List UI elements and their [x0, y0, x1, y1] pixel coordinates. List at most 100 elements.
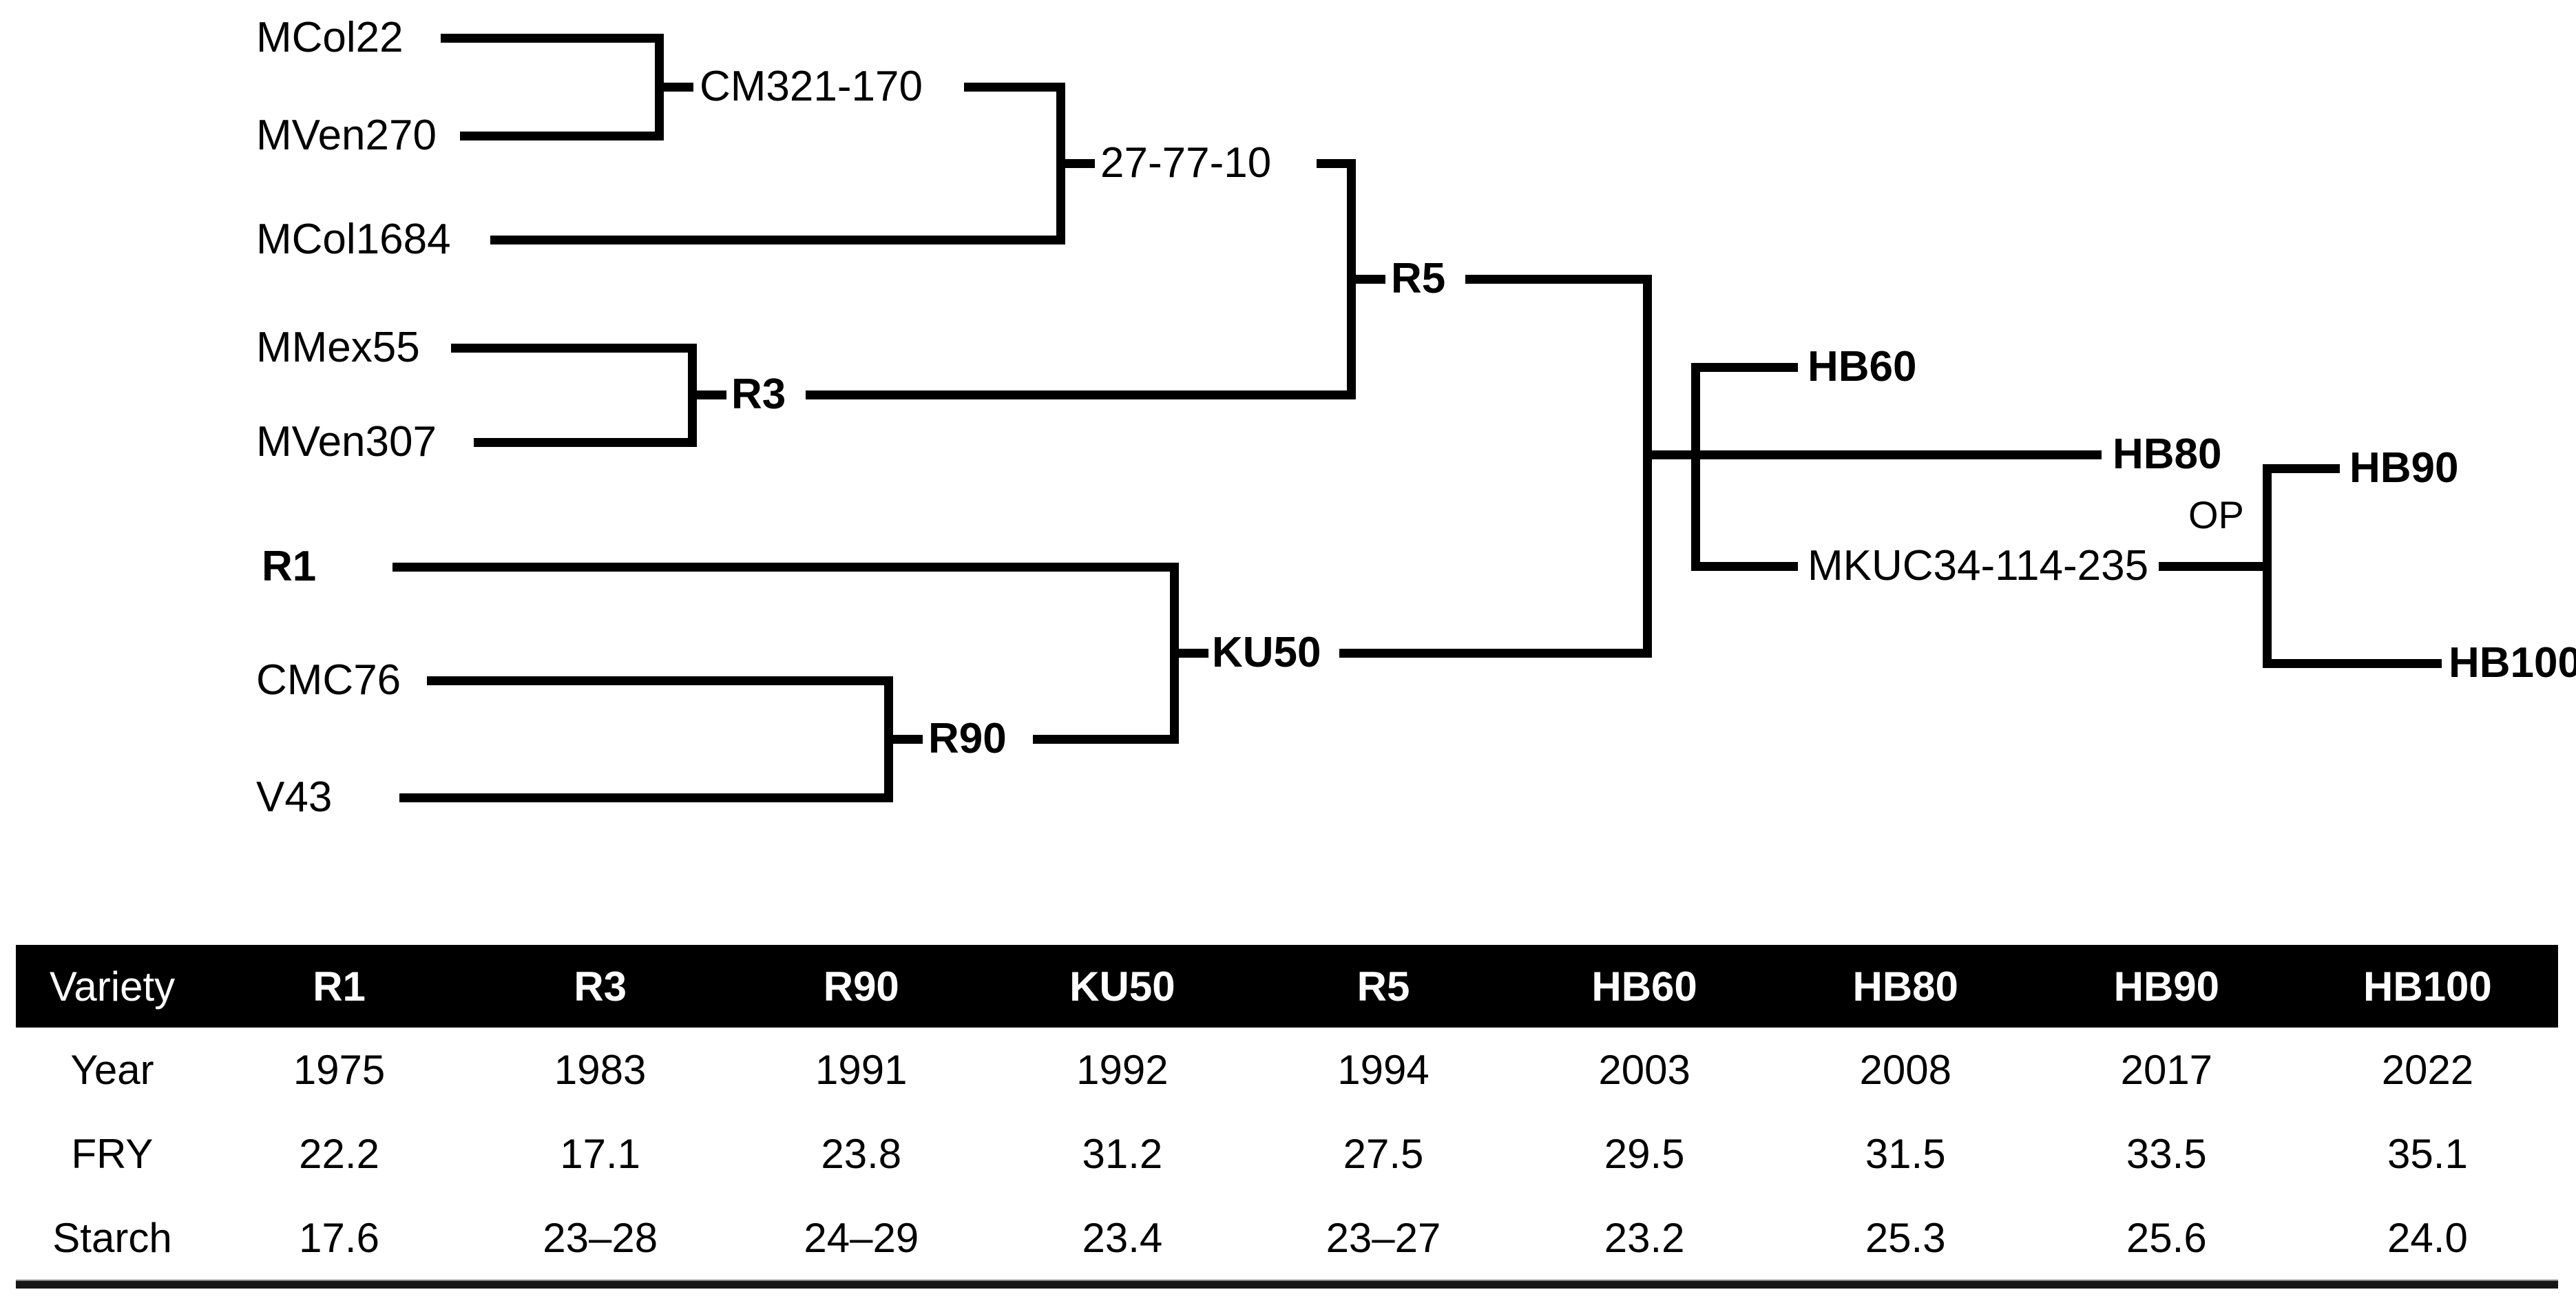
starch-hb90: 25.6: [2126, 1214, 2207, 1261]
stub-cm321-left: [655, 83, 693, 92]
starch-hb80: 25.3: [1865, 1214, 1946, 1261]
header-hb80: HB80: [1852, 963, 1958, 1010]
row-label-starch: Starch: [52, 1214, 172, 1261]
tree-node-r1: R1: [262, 543, 317, 590]
stub-27-77-10-left: [1056, 159, 1095, 168]
fry-hb90: 33.5: [2126, 1130, 2207, 1177]
table-row-starch: Starch 17.6 23–28 24–29 23.4 23–27 23.2 …: [16, 1196, 2558, 1280]
table-bottom-rule: [16, 1280, 2558, 1289]
stub-r90-left: [884, 735, 923, 744]
header-hb90: HB90: [2113, 963, 2220, 1010]
branch-cm321-right: [964, 83, 1065, 92]
branch-crossbar-to-hb80: [1643, 450, 2102, 459]
bracket-277710-r3: [1347, 159, 1356, 399]
starch-ku50: 23.4: [1082, 1214, 1163, 1261]
branch-r3-right: [806, 390, 1355, 399]
header-variety: Variety: [49, 963, 176, 1010]
starch-r90: 24–29: [804, 1214, 919, 1261]
bracket-cm321-mcol1684: [1056, 83, 1065, 244]
stub-mkuc-left: [1691, 562, 1798, 571]
branch-r1: [392, 563, 1178, 572]
stub-r3-left: [688, 390, 726, 399]
branch-mkuc-op: [2159, 562, 2271, 571]
branch-mven270: [460, 132, 663, 140]
tree-node-r5: R5: [1391, 255, 1446, 302]
bracket-r1-r90: [1170, 563, 1179, 744]
starch-r3: 23–28: [543, 1214, 658, 1261]
row-label-year: Year: [70, 1046, 154, 1093]
header-r5: R5: [1357, 963, 1410, 1010]
branch-ku50-right: [1339, 649, 1651, 658]
bracket-op-hb90-hb100: [2263, 464, 2272, 668]
tree-node-mcol22: MCol22: [256, 14, 404, 61]
branch-mmex55: [451, 344, 696, 353]
bracket-r5-ku50: [1643, 275, 1652, 658]
stub-r5-left: [1347, 275, 1385, 284]
starch-r1: 17.6: [299, 1214, 379, 1261]
year-hb80: 2008: [1859, 1046, 1951, 1093]
tree-node-ku50: KU50: [1212, 629, 1321, 676]
branch-mcol22: [441, 34, 663, 43]
branch-v43: [399, 793, 892, 802]
year-r3: 1983: [554, 1046, 647, 1093]
tree-node-27-77-10: 27-77-10: [1100, 139, 1272, 187]
starch-hb100: 24.0: [2387, 1214, 2468, 1261]
header-ku50: KU50: [1069, 963, 1175, 1010]
bracket-mcol22-mven270: [655, 34, 664, 140]
branch-hb100: [2263, 659, 2442, 668]
branch-mcol1684: [490, 236, 1065, 244]
branch-r90-right: [1033, 735, 1178, 744]
tree-node-hb100: HB100: [2449, 639, 2576, 687]
header-hb100: HB100: [2363, 963, 2492, 1010]
fry-hb100: 35.1: [2387, 1130, 2468, 1177]
table-header-row: Variety R1 R3 R90 KU50 R5 HB60 HB80 HB90…: [16, 945, 2558, 1028]
tree-node-hb60: HB60: [1808, 343, 1917, 390]
stub-hb60: [1691, 363, 1798, 372]
stub-hb90: [2263, 464, 2340, 473]
starch-r5: 23–27: [1326, 1214, 1441, 1261]
year-ku50: 1992: [1076, 1046, 1169, 1093]
tree-node-mven270: MVen270: [256, 112, 437, 159]
fry-r3: 17.1: [560, 1130, 641, 1177]
branch-27-77-10-right: [1317, 159, 1355, 168]
tree-node-mven307: MVen307: [256, 418, 437, 466]
fry-hb60: 29.5: [1604, 1130, 1685, 1177]
tree-node-hb90: HB90: [2349, 444, 2459, 492]
row-label-fry: FRY: [71, 1130, 154, 1177]
starch-hb60: 23.2: [1604, 1214, 1685, 1261]
tree-node-cm321-170: CM321-170: [700, 63, 923, 110]
bracket-hb-offspring: [1691, 363, 1700, 571]
year-hb60: 2003: [1598, 1046, 1690, 1093]
tree-node-cmc76: CMC76: [256, 656, 401, 704]
branch-r5-right: [1465, 275, 1651, 284]
header-r1: R1: [313, 963, 366, 1010]
tree-node-r3: R3: [731, 371, 786, 418]
year-hb100: 2022: [2381, 1046, 2474, 1093]
tree-node-mcol1684: MCol1684: [256, 216, 451, 263]
year-r1: 1975: [293, 1046, 386, 1093]
fry-ku50: 31.2: [1082, 1130, 1163, 1177]
tree-node-mkuc34-114-235: MKUC34-114-235: [1808, 542, 2149, 590]
branch-cmc76: [427, 676, 892, 685]
tree-node-hb80: HB80: [2113, 430, 2222, 478]
stub-ku50-left: [1170, 649, 1208, 658]
fry-r90: 23.8: [821, 1130, 902, 1177]
header-r3: R3: [574, 963, 627, 1010]
tree-node-mmex55: MMex55: [256, 324, 420, 371]
table-row-fry: FRY 22.2 17.1 23.8 31.2 27.5 29.5 31.5 3…: [16, 1112, 2558, 1196]
bracket-cmc76-v43: [884, 676, 893, 802]
fry-hb80: 31.5: [1865, 1130, 1946, 1177]
year-r90: 1991: [815, 1046, 908, 1093]
year-r5: 1994: [1337, 1046, 1430, 1093]
year-hb90: 2017: [2120, 1046, 2213, 1093]
tree-label-op: OP: [2188, 493, 2244, 536]
fry-r5: 27.5: [1343, 1130, 1424, 1177]
branch-mven307: [474, 438, 696, 447]
variety-trait-table: Variety R1 R3 R90 KU50 R5 HB60 HB80 HB90…: [16, 945, 2558, 1289]
tree-node-v43: V43: [256, 773, 333, 821]
bracket-mmex55-mven307: [688, 344, 697, 447]
table-row-year: Year 1975 1983 1991 1992 1994 2003 2008 …: [16, 1028, 2558, 1112]
tree-node-r90: R90: [928, 715, 1007, 762]
header-r90: R90: [823, 963, 899, 1010]
